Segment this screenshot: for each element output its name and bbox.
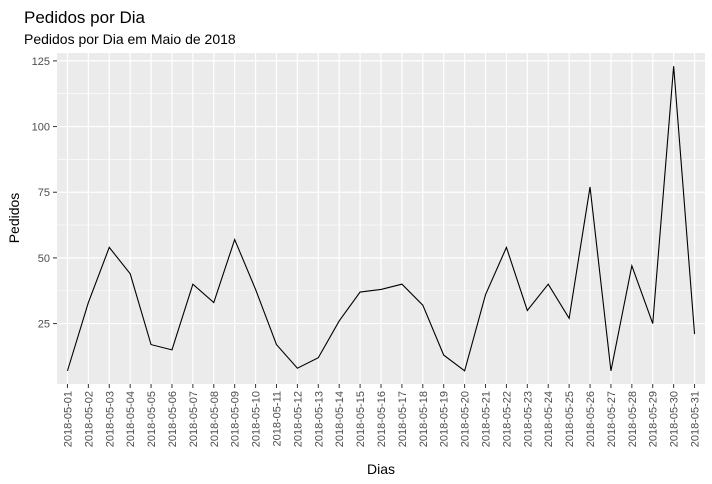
x-tick-label: 2018-05-27 [606, 391, 618, 447]
x-tick-label: 2018-05-01 [62, 391, 74, 447]
grid-lines [57, 53, 705, 384]
y-tick-label: 50 [38, 253, 50, 265]
y-tick-label: 125 [32, 56, 50, 68]
x-tick-label: 2018-05-03 [104, 391, 116, 447]
x-tick-label: 2018-05-02 [83, 391, 95, 447]
y-tick-label: 25 [38, 319, 50, 331]
chart-title: Pedidos por Dia [24, 8, 146, 27]
x-tick-label: 2018-05-18 [418, 391, 430, 447]
y-tick-label: 100 [32, 122, 50, 134]
x-tick-label: 2018-05-19 [439, 391, 451, 447]
x-tick-label: 2018-05-25 [564, 391, 576, 447]
x-tick-label: 2018-05-04 [125, 391, 137, 447]
x-tick-label: 2018-05-15 [355, 391, 367, 447]
x-tick-label: 2018-05-23 [522, 391, 534, 447]
x-tick-label: 2018-05-21 [481, 391, 493, 447]
x-tick-label: 2018-05-10 [251, 391, 263, 447]
x-tick-label: 2018-05-22 [501, 391, 513, 447]
x-tick-label: 2018-05-09 [230, 391, 242, 447]
y-axis-title: Pedidos [6, 193, 22, 244]
y-tick-label: 75 [38, 187, 50, 199]
x-tick-label: 2018-05-31 [690, 391, 702, 447]
x-tick-label: 2018-05-24 [543, 391, 555, 447]
x-tick-label: 2018-05-28 [627, 391, 639, 447]
x-tick-label: 2018-05-06 [167, 391, 179, 447]
x-tick-label: 2018-05-08 [209, 391, 221, 447]
x-tick-label: 2018-05-16 [376, 391, 388, 447]
x-tick-label: 2018-05-07 [188, 391, 200, 447]
x-tick-label: 2018-05-17 [397, 391, 409, 447]
x-tick-label: 2018-05-05 [146, 391, 158, 447]
x-tick-label: 2018-05-11 [271, 391, 283, 446]
chart-subtitle: Pedidos por Dia em Maio de 2018 [24, 31, 236, 47]
x-tick-label: 2018-05-26 [585, 391, 597, 447]
x-tick-label: 2018-05-14 [334, 391, 346, 447]
x-axis: 2018-05-01 2018-05-02 2018-05-03 2018-05-04… [62, 384, 702, 447]
series-layer [66, 66, 696, 372]
x-tick-label: 2018-05-29 [648, 391, 660, 447]
x-tick-label: 2018-05-13 [313, 391, 325, 447]
x-tick-label: 2018-05-20 [460, 391, 472, 447]
y-axis: 25 50 75 100 125 [32, 56, 57, 331]
x-axis-title: Dias [367, 461, 395, 477]
x-tick-label: 2018-05-30 [669, 391, 681, 447]
x-tick-label: 2018-05-12 [292, 391, 304, 447]
series-line [66, 66, 696, 372]
